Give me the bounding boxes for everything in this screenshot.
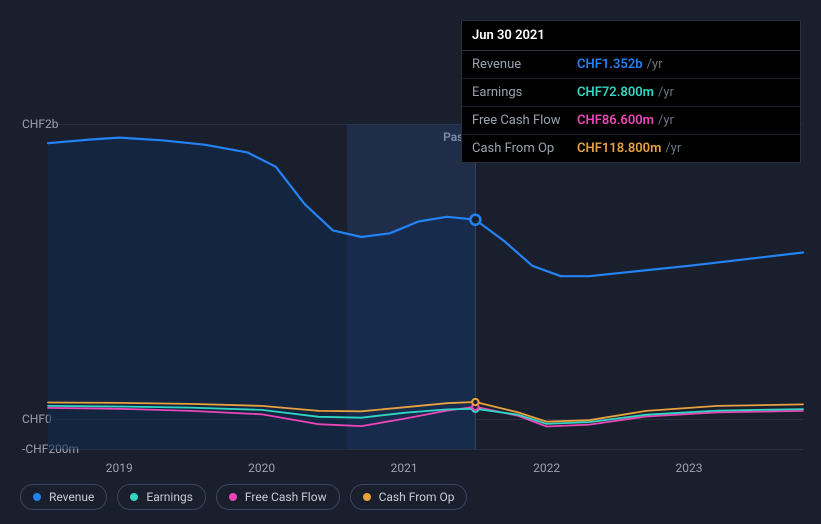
legend-label: Revenue [49, 490, 94, 504]
tooltip-metric-unit: /yr [647, 57, 663, 72]
tooltip-metric-label: Earnings [472, 85, 577, 100]
tooltip-metric-unit: /yr [665, 141, 681, 156]
hover-tooltip: Jun 30 2021 RevenueCHF1.352b/yrEarningsC… [461, 20, 801, 163]
tooltip-metric-label: Revenue [472, 57, 577, 72]
x-axis-label: 2022 [533, 461, 560, 475]
legend-item-cashop[interactable]: Cash From Op [350, 484, 468, 510]
tooltip-metric-label: Free Cash Flow [472, 113, 577, 128]
tooltip-row: EarningsCHF72.800m/yr [462, 79, 800, 107]
legend-dot-icon [33, 493, 41, 501]
tooltip-metric-value: CHF118.800m [577, 141, 661, 156]
legend-dot-icon [229, 493, 237, 501]
legend-item-revenue[interactable]: Revenue [20, 484, 107, 510]
legend-dot-icon [363, 493, 371, 501]
legend-item-earnings[interactable]: Earnings [117, 484, 206, 510]
legend-dot-icon [130, 493, 138, 501]
tooltip-metric-value: CHF1.352b [577, 57, 643, 72]
gridline [48, 449, 803, 450]
tooltip-metric-unit: /yr [658, 113, 674, 128]
x-axis-label: 2020 [248, 461, 275, 475]
tooltip-date: Jun 30 2021 [462, 21, 800, 51]
tooltip-metric-value: CHF72.800m [577, 85, 654, 100]
tooltip-metric-unit: /yr [658, 85, 674, 100]
legend: Revenue Earnings Free Cash Flow Cash From O… [20, 484, 467, 510]
chart-svg[interactable] [48, 124, 803, 449]
tooltip-metric-label: Cash From Op [472, 141, 577, 156]
tooltip-metric-value: CHF86.600m [577, 113, 654, 128]
x-axis-label: 2023 [676, 461, 703, 475]
tooltip-row: Cash From OpCHF118.800m/yr [462, 135, 800, 162]
financials-chart: Jun 30 2021 RevenueCHF1.352b/yrEarningsC… [0, 0, 821, 524]
x-axis-label: 2021 [391, 461, 418, 475]
legend-item-fcf[interactable]: Free Cash Flow [216, 484, 340, 510]
legend-label: Free Cash Flow [245, 490, 327, 504]
tooltip-row: Free Cash FlowCHF86.600m/yr [462, 107, 800, 135]
legend-label: Earnings [146, 490, 193, 504]
tooltip-row: RevenueCHF1.352b/yr [462, 51, 800, 79]
x-axis-label: 2019 [106, 461, 133, 475]
plot-area: CHF2bCHF0-CHF200m Past Analysts Forecast… [18, 124, 803, 449]
legend-label: Cash From Op [379, 490, 455, 504]
